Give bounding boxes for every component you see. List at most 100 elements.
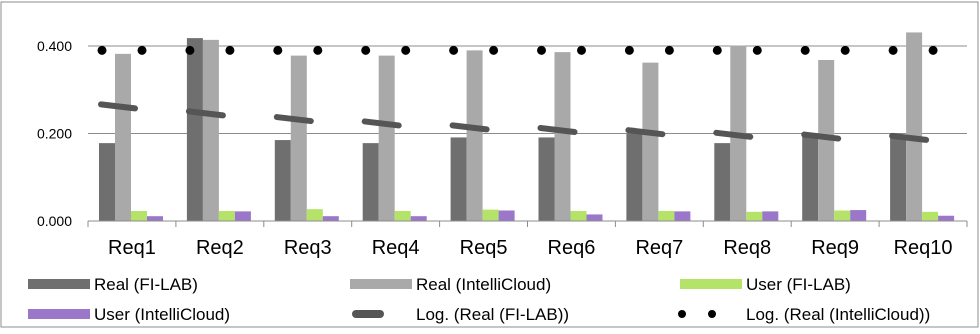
- bar: [186, 38, 203, 221]
- bar: [482, 209, 499, 221]
- bar: [818, 60, 835, 221]
- trendlines: [97, 45, 938, 143]
- bar: [147, 216, 163, 221]
- x-tick-label: Req7: [635, 237, 683, 259]
- y-tick-label: 0.000: [37, 213, 72, 229]
- trendline-dot: [225, 45, 235, 55]
- x-tick-label: Req10: [894, 237, 953, 259]
- trendline-dot: [273, 45, 283, 55]
- trendline-dash: [361, 118, 402, 129]
- trendline-dash: [449, 122, 490, 133]
- trendline-dot: [928, 45, 938, 55]
- bar: [115, 53, 131, 221]
- legend-swatch: [708, 310, 716, 318]
- trendline-dot: [401, 45, 411, 55]
- trendline-dash: [537, 125, 578, 135]
- legend: Real (FI-LAB) Real (IntelliCloud) User (FI…: [28, 275, 930, 324]
- trendline-dot: [624, 45, 634, 55]
- y-axis-ticks: 0.000 0.200 0.400: [37, 38, 72, 229]
- bar: [850, 210, 867, 221]
- bar: [131, 210, 147, 221]
- bar: [802, 135, 819, 221]
- legend-label: Real (FI-LAB): [94, 275, 198, 294]
- trendline-dot: [888, 45, 898, 55]
- bar: [450, 137, 467, 221]
- trendline-dash: [273, 114, 314, 125]
- bar: [218, 210, 235, 221]
- x-tick-label: Req9: [811, 237, 859, 259]
- bar: [922, 211, 939, 221]
- legend-label: User (FI-LAB): [746, 275, 851, 294]
- bar: [714, 143, 731, 221]
- x-tick-label: Req2: [196, 237, 244, 259]
- bar: [234, 211, 251, 221]
- legend-swatch: [28, 279, 90, 289]
- legend-swatch: [350, 279, 412, 289]
- y-tick-label: 0.400: [37, 38, 72, 54]
- bar: [762, 211, 779, 221]
- bar: [906, 32, 923, 221]
- x-tick-label: Req6: [548, 237, 596, 259]
- legend-swatch: [28, 309, 90, 319]
- bar: [674, 211, 691, 221]
- bar: [554, 52, 571, 221]
- legend-label: Log. (Real (FI-LAB)): [416, 305, 569, 324]
- bar: [586, 214, 603, 221]
- bar: [394, 210, 411, 221]
- bar: [274, 140, 291, 221]
- trendline-dash: [185, 108, 226, 119]
- x-tick-label: Req5: [460, 237, 508, 259]
- bar: [290, 55, 307, 221]
- bar: [626, 133, 643, 221]
- trendline-dash: [713, 129, 754, 140]
- legend-label: Log. (Real (IntelliCloud)): [746, 305, 930, 324]
- bar: [642, 62, 659, 221]
- bar: [322, 216, 339, 221]
- bar: [466, 50, 483, 221]
- bar: [362, 143, 379, 221]
- bar: [834, 210, 851, 221]
- trendline-dot: [752, 45, 762, 55]
- x-tick-label: Req4: [372, 237, 420, 259]
- trendline-dash: [801, 131, 842, 142]
- trendline-dot: [840, 45, 850, 55]
- bars: [99, 32, 955, 221]
- bar: [938, 215, 955, 221]
- legend-label: User (IntelliCloud): [94, 305, 230, 324]
- legend-swatch: [678, 310, 686, 318]
- bar: [378, 55, 395, 221]
- x-tick-label: Req3: [284, 237, 332, 259]
- bar: [99, 143, 115, 221]
- trendline-dot: [577, 45, 586, 55]
- trendline-dash: [98, 101, 138, 112]
- trendline-dot: [800, 45, 810, 55]
- trendline-dot: [664, 45, 674, 55]
- trendline-dot: [537, 45, 546, 55]
- trendline-dash: [625, 127, 666, 138]
- trendline-dot: [313, 45, 323, 55]
- y-tick-label: 0.200: [37, 126, 72, 142]
- trendline-dot: [489, 45, 499, 55]
- legend-swatch: [680, 279, 742, 289]
- trendline-dash: [889, 132, 930, 143]
- trendline-dot: [97, 45, 107, 55]
- bar: [538, 137, 555, 221]
- x-tick-label: Req1: [108, 237, 156, 259]
- bar: [658, 210, 675, 221]
- bar: [202, 39, 219, 221]
- bar: [306, 209, 323, 221]
- trendline-dot: [712, 45, 722, 55]
- trendline-dot: [137, 45, 147, 55]
- bar: [890, 134, 907, 221]
- x-tick-label: Req8: [723, 237, 771, 259]
- trendline-dot: [449, 45, 459, 55]
- bar: [746, 211, 763, 221]
- bar: [498, 210, 515, 221]
- legend-label: Real (IntelliCloud): [416, 275, 551, 294]
- bar: [410, 216, 427, 221]
- trendline-dot: [185, 45, 195, 55]
- bar: [570, 210, 587, 221]
- trendline-dot: [361, 45, 371, 55]
